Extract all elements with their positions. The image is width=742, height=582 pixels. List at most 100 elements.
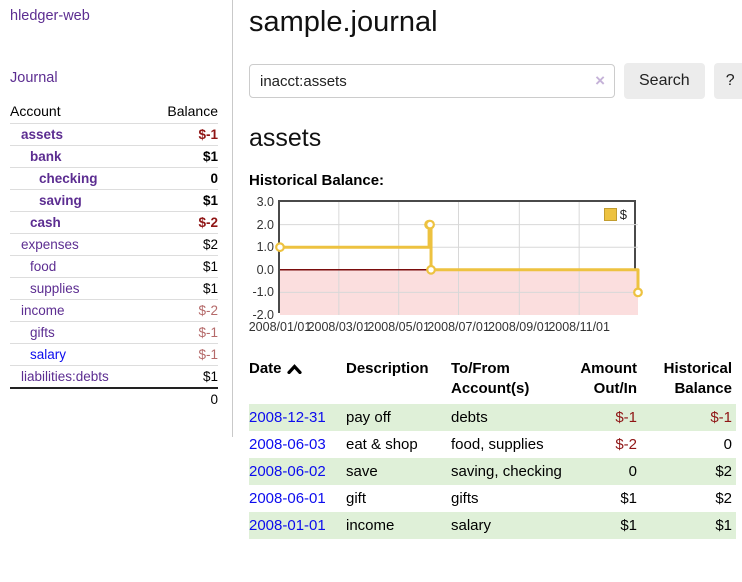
search-input-wrap: × (249, 64, 615, 98)
register-header-row: Date Description To/From Account(s) Amount … (249, 357, 736, 404)
account-balance: $1 (202, 259, 218, 274)
cell-accounts: debts (451, 409, 488, 426)
y-tick-label: 3.0 (256, 195, 274, 209)
account-link-gifts[interactable]: gifts (30, 325, 55, 340)
historical-balance-chart: $3.0 2.0 1.0 0.0 -1.0 -2.0 2008/01/01 2008/03/0… (249, 195, 669, 338)
account-row: income $-2 (10, 299, 218, 322)
account-balance: $-1 (198, 325, 218, 340)
x-tick-label: 2008/11/01 (548, 320, 610, 334)
account-balance: $1 (202, 193, 218, 208)
account-link-checking[interactable]: checking (39, 171, 98, 186)
cell-accounts: salary (451, 517, 492, 534)
account-link-salary[interactable]: salary (30, 347, 67, 362)
account-row: salary $-1 (10, 343, 218, 366)
cell-balance: $2 (715, 490, 732, 507)
cell-amount: $1 (620, 517, 637, 534)
search-input[interactable] (249, 64, 615, 98)
account-row: saving $1 (10, 189, 218, 212)
cell-date: 2008-06-01 (249, 485, 346, 512)
transaction-date-link[interactable]: 2008-06-03 (249, 436, 326, 453)
transaction-date-link[interactable]: 2008-01-01 (249, 517, 326, 534)
account-row: supplies $1 (10, 277, 218, 300)
cell-date: 2008-12-31 (249, 404, 346, 431)
chevron-up-icon (286, 364, 302, 375)
sidebar: hledger-web Journal Account Balance asse… (0, 0, 233, 437)
account-row: liabilities:debts $1 (10, 365, 218, 389)
x-tick-label: 2008/07/01 (427, 320, 490, 334)
chart-legend: $ (601, 206, 629, 223)
column-header-amount: Amount Out/In (580, 360, 637, 397)
cell-accounts: food, supplies (451, 436, 544, 453)
y-tick-label: 0.0 (256, 262, 274, 277)
x-tick-label: 2008/01/01 (248, 320, 312, 334)
account-link-cash[interactable]: cash (30, 215, 61, 230)
cell-balance: $2 (715, 463, 732, 480)
account-row: expenses $2 (10, 233, 218, 256)
y-tick-label: -2.0 (252, 308, 274, 322)
cell-amount: 0 (628, 463, 637, 480)
account-balance: $1 (202, 281, 218, 296)
cell-description: pay off (346, 409, 391, 426)
plot-area: $ (275, 200, 643, 315)
cell-accounts: gifts (451, 490, 479, 507)
register-row: 2008-06-03 eat & shop food, supplies $-2 0 (249, 431, 736, 458)
cell-balance: $-1 (710, 409, 732, 426)
cell-balance: $1 (715, 517, 732, 534)
main-content: sample.journal × Search ? assets Histori… (233, 0, 742, 539)
account-link-saving[interactable]: saving (39, 193, 82, 208)
account-balance: $-1 (198, 127, 218, 142)
legend-label: $ (619, 207, 627, 222)
account-row: cash $-2 (10, 211, 218, 234)
account-balance: $-2 (198, 215, 218, 230)
cell-description: income (346, 517, 395, 534)
account-link-income[interactable]: income (21, 303, 65, 318)
account-link-assets[interactable]: assets (21, 127, 64, 142)
column-header-balance: Historical Balance (663, 360, 732, 397)
column-header-description: Description (346, 360, 429, 377)
account-link-bank[interactable]: bank (30, 149, 62, 164)
register-row: 2008-01-01 income salary $1 $1 (249, 512, 736, 539)
register-row: 2008-06-01 gift gifts $1 $2 (249, 485, 736, 512)
y-tick-label: -1.0 (252, 285, 274, 300)
clear-search-icon[interactable]: × (595, 71, 605, 90)
account-row: food $1 (10, 255, 218, 278)
column-header-accounts: To/From Account(s) (451, 360, 530, 397)
y-tick-label: 2.0 (256, 217, 274, 232)
cell-date: 2008-01-01 (249, 512, 346, 539)
page-title: sample.journal (249, 6, 438, 38)
account-link-supplies[interactable]: supplies (30, 281, 80, 296)
accounts-total-spacer (10, 388, 148, 410)
column-header-date[interactable]: Date (249, 357, 346, 404)
account-balance: $-1 (198, 347, 218, 362)
cell-date: 2008-06-03 (249, 431, 346, 458)
account-link-expenses[interactable]: expenses (21, 237, 79, 252)
accounts-table: Account Balance assets $-1 bank $1 checking 0… (10, 100, 218, 410)
account-heading: assets (249, 124, 322, 152)
account-row: assets $-1 (10, 123, 218, 146)
account-link-liabilities-debts[interactable]: liabilities:debts (21, 369, 109, 384)
account-balance: $-2 (198, 303, 218, 318)
register-row: 2008-06-02 save saving, checking 0 $2 (249, 458, 736, 485)
search-bar: × Search ? (249, 63, 742, 99)
sidebar-item-journal[interactable]: Journal (10, 70, 58, 86)
brand-link[interactable]: hledger-web (10, 8, 90, 24)
hledger-web-app: hledger-web Journal Account Balance asse… (0, 0, 742, 539)
help-button[interactable]: ? (713, 63, 742, 99)
accounts-header-account: Account (10, 103, 61, 119)
chart-title: Historical Balance: (249, 172, 385, 189)
cell-amount: $1 (620, 490, 637, 507)
account-row: gifts $-1 (10, 321, 218, 344)
transaction-date-link[interactable]: 2008-06-01 (249, 490, 326, 507)
cell-amount: $-1 (615, 409, 637, 426)
x-tick-label: 2008/05/01 (367, 320, 430, 334)
cell-accounts: saving, checking (451, 463, 562, 480)
search-button[interactable]: Search (624, 63, 705, 99)
accounts-header-balance: Balance (167, 103, 218, 119)
x-tick-label: 2008/09/01 (488, 320, 551, 334)
accounts-header-row: Account Balance (10, 100, 218, 124)
transaction-date-link[interactable]: 2008-12-31 (249, 409, 326, 426)
account-link-food[interactable]: food (30, 259, 57, 274)
cell-description: gift (346, 490, 367, 507)
account-balance: $1 (202, 149, 218, 164)
transaction-date-link[interactable]: 2008-06-02 (249, 463, 326, 480)
